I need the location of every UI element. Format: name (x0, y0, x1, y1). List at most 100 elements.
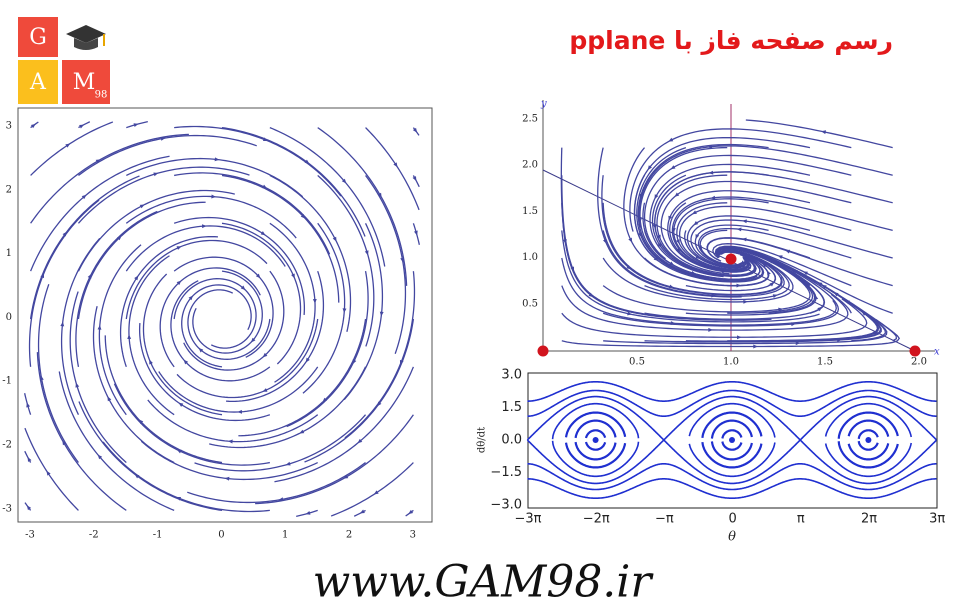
plot-frame (17, 107, 433, 523)
arrowhead (791, 322, 796, 327)
trajectory (584, 440, 879, 451)
x-tick-label: −π (655, 512, 674, 527)
trajectory (527, 389, 937, 417)
arrowhead (379, 311, 384, 317)
equilibrium-point (537, 345, 549, 357)
arrowhead (817, 282, 823, 287)
y-tick-label: 0.0 (501, 433, 522, 448)
arrowhead (341, 178, 347, 184)
y-tick-label: −1.5 (490, 465, 522, 480)
arrowhead (802, 271, 808, 276)
trajectory (551, 440, 912, 478)
x-axis-label: x (934, 347, 940, 358)
streamline (330, 462, 414, 517)
arrowhead (183, 359, 189, 365)
trajectory (527, 463, 937, 491)
trajectory (526, 395, 937, 441)
trajectory (527, 381, 937, 402)
arrowhead (227, 439, 233, 444)
x-tick-label: 1.5 (817, 357, 833, 368)
x-tick-label: -2 (89, 530, 99, 541)
arrowhead (139, 204, 145, 209)
arrowhead (742, 219, 747, 224)
arrowhead (176, 280, 182, 286)
y-tick-label: 2.5 (522, 114, 538, 125)
arrowhead (26, 402, 31, 408)
x-tick-label: 0 (728, 512, 736, 527)
x-tick-label: 0 (218, 530, 224, 541)
arrowhead (116, 235, 122, 241)
streamline (654, 171, 893, 256)
y-axis-label: dθ/dt (477, 427, 488, 453)
x-tick-label: 1.0 (723, 357, 739, 368)
streamline (745, 119, 893, 149)
streamline (170, 280, 271, 382)
arrowhead (408, 509, 414, 515)
x-tick-label: 0.5 (629, 357, 645, 368)
arrowhead (138, 419, 144, 425)
arrowhead (821, 130, 827, 135)
x-axis-label: θ (728, 530, 736, 545)
arrowhead (708, 170, 714, 175)
trajectory (526, 439, 937, 485)
arrowhead (214, 157, 220, 162)
center-dot (865, 437, 872, 443)
streamplot (560, 119, 901, 349)
x-tick-label: -1 (153, 530, 163, 541)
arrowhead (149, 359, 153, 365)
arrowhead (628, 237, 633, 243)
arrowhead (211, 194, 217, 199)
arrowhead (198, 347, 204, 353)
arrowhead (133, 123, 139, 128)
arrowhead (97, 324, 102, 330)
arrowhead (656, 234, 661, 240)
arrowhead (654, 194, 659, 200)
trajectory (564, 441, 899, 469)
arrowhead (670, 165, 676, 170)
cap-icon (66, 25, 106, 50)
arrowhead (255, 273, 261, 279)
arrowhead (767, 270, 771, 276)
streamline (159, 267, 261, 368)
streamplot (24, 121, 420, 517)
arrowhead (602, 238, 607, 244)
arrowhead (176, 496, 182, 501)
arrowhead (237, 409, 243, 414)
arrowhead (563, 239, 567, 245)
x-tick-label: π (797, 512, 805, 527)
arrowhead (668, 137, 674, 142)
arrowhead (60, 321, 65, 327)
arrowhead (676, 239, 680, 245)
arrowhead (176, 449, 182, 454)
streamline (30, 121, 114, 176)
x-tick-label: 3 (410, 530, 416, 541)
arrowhead (708, 327, 713, 332)
arrowhead (262, 388, 268, 392)
arrowhead (27, 456, 32, 462)
arrowhead (285, 461, 291, 466)
logo-box (18, 17, 58, 57)
y-tick-label: -2 (2, 440, 12, 451)
y-tick-label: 3.0 (501, 368, 522, 383)
y-tick-label: 3 (6, 121, 12, 132)
arrowhead (768, 259, 774, 264)
streamline (365, 127, 420, 211)
arrowhead (134, 275, 139, 281)
y-tick-label: 1.0 (522, 252, 538, 263)
arrowhead (95, 159, 101, 164)
arrowhead (75, 382, 80, 388)
equilibrium-point (725, 253, 737, 265)
arrowhead (753, 344, 758, 349)
arrowhead (300, 213, 306, 219)
arrowhead (81, 194, 87, 200)
arrowhead (400, 257, 405, 263)
trajectory (564, 411, 899, 439)
arrowhead (322, 397, 328, 403)
arrowhead (127, 334, 132, 340)
arrowhead (638, 232, 642, 238)
arrowhead (65, 143, 71, 148)
equilibrium-point (909, 345, 921, 357)
x-tick-label: 2 (346, 530, 352, 541)
arrowhead (803, 283, 809, 288)
arrowhead (675, 248, 681, 253)
